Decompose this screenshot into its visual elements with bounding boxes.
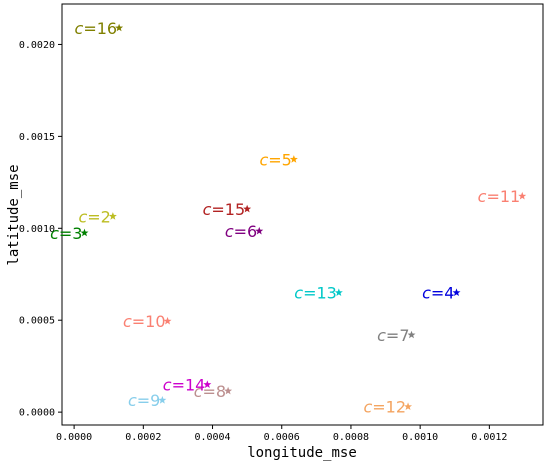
point-label: c=10 <box>123 312 166 331</box>
x-tick-label: 0.0010 <box>402 432 438 443</box>
data-points: c=2c=3c=4c=5c=6c=7c=8c=9c=10c=11c=12c=13… <box>50 19 527 417</box>
point-label: c=3 <box>50 224 82 243</box>
y-tick-label: 0.0020 <box>19 40 55 51</box>
point-label: c=11 <box>478 187 521 206</box>
y-tick-label: 0.0000 <box>19 408 55 419</box>
point-label: c=7 <box>377 326 409 345</box>
y-tick-label: 0.0015 <box>19 132 55 143</box>
data-point-star <box>108 212 117 220</box>
data-point-star <box>163 316 172 325</box>
data-point-star <box>203 380 212 388</box>
point-label: c=16 <box>75 19 118 38</box>
x-axis-label: longitude_mse <box>247 445 357 461</box>
data-point-star <box>224 386 233 395</box>
point-label: c=14 <box>163 376 206 395</box>
y-axis-label: latitude_mse <box>6 164 22 265</box>
point-label: c=5 <box>259 150 291 169</box>
data-point-star <box>243 204 252 213</box>
data-point-star <box>518 191 527 200</box>
x-tick-label: 0.0008 <box>333 432 369 443</box>
data-point-star <box>404 402 413 411</box>
x-axis-ticks: 0.0000 0.0002 0.0004 0.0006 0.0008 0.0010 0.00… <box>56 425 507 443</box>
data-point-star <box>452 288 461 297</box>
y-axis-ticks: 0.0000 0.0005 0.0010 0.0015 0.0020 <box>19 40 62 419</box>
data-point-star <box>80 228 89 237</box>
data-point-star <box>289 155 298 163</box>
point-label: c=4 <box>422 284 454 303</box>
point-label: c=2 <box>78 207 110 226</box>
y-tick-label: 0.0005 <box>19 316 55 327</box>
data-point-star <box>115 23 124 32</box>
x-tick-label: 0.0006 <box>264 432 300 443</box>
y-tick-label: 0.0010 <box>19 224 55 235</box>
data-point-star <box>158 395 167 404</box>
point-label: c=12 <box>363 398 406 417</box>
point-label: c=15 <box>203 200 246 219</box>
data-point-star <box>334 288 343 297</box>
x-tick-label: 0.0012 <box>471 432 507 443</box>
point-label: c=6 <box>225 222 257 241</box>
x-tick-label: 0.0000 <box>56 432 92 443</box>
point-label: c=13 <box>294 284 337 303</box>
data-point-star <box>407 330 416 339</box>
x-tick-label: 0.0004 <box>194 432 230 443</box>
plot-area <box>61 3 544 426</box>
point-label: c=9 <box>128 391 160 410</box>
x-tick-label: 0.0002 <box>125 432 161 443</box>
data-point-star <box>255 226 264 235</box>
